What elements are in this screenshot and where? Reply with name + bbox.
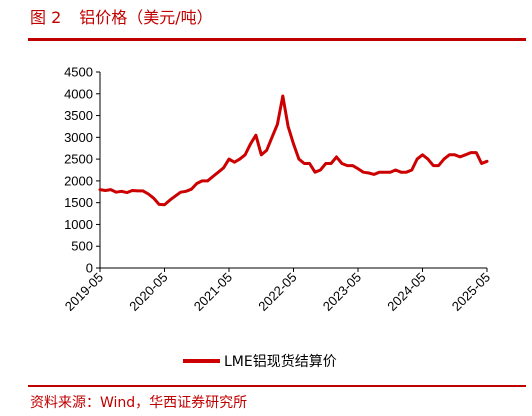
bottom-rule [28, 385, 526, 387]
x-tick-label: 2025-05 [449, 270, 493, 314]
y-tick-label: 4000 [64, 86, 93, 101]
y-tick-label: 1500 [64, 195, 93, 210]
x-tick-label: 2024-05 [384, 270, 428, 314]
y-tick-label: 2000 [64, 173, 93, 188]
legend: LME铝现货结算价 [183, 353, 337, 370]
top-rule [28, 38, 526, 41]
series-layer [98, 94, 489, 207]
figure-title: 图 2 铝价格（美元/吨） [30, 4, 213, 28]
source-note: 资料来源：Wind，华西证券研究所 [30, 395, 248, 411]
x-tick-label: 2022-05 [255, 270, 299, 314]
x-tick-label: 2020-05 [126, 270, 170, 314]
y-tick-label: 500 [71, 239, 93, 254]
y-axis: 0 500 1000 1500 2000 2500 3000 3500 4000 4500 [64, 65, 101, 276]
y-tick-label: 1000 [64, 217, 93, 232]
series-line [98, 94, 489, 207]
y-tick-label: 2500 [64, 152, 93, 167]
figure-number: 图 2 [30, 8, 62, 27]
x-tick-label: 2023-05 [320, 270, 364, 314]
y-tick-label: 4500 [64, 65, 93, 80]
line-chart: 0 500 1000 1500 2000 2500 3000 3500 4000 4500 201… [62, 65, 493, 371]
y-tick-label: 3000 [64, 130, 93, 145]
y-tick-label: 3500 [64, 108, 93, 123]
figure-title-text: 铝价格（美元/吨） [79, 8, 213, 27]
x-tick-label: 2021-05 [191, 270, 235, 314]
y-tick-label: 0 [86, 261, 93, 276]
legend-label: LME铝现货结算价 [224, 353, 337, 370]
x-tick-label: 2019-05 [62, 270, 106, 314]
x-axis: 2019-05 2020-05 2021-05 2022-05 2023-05 2024-… [62, 267, 493, 314]
